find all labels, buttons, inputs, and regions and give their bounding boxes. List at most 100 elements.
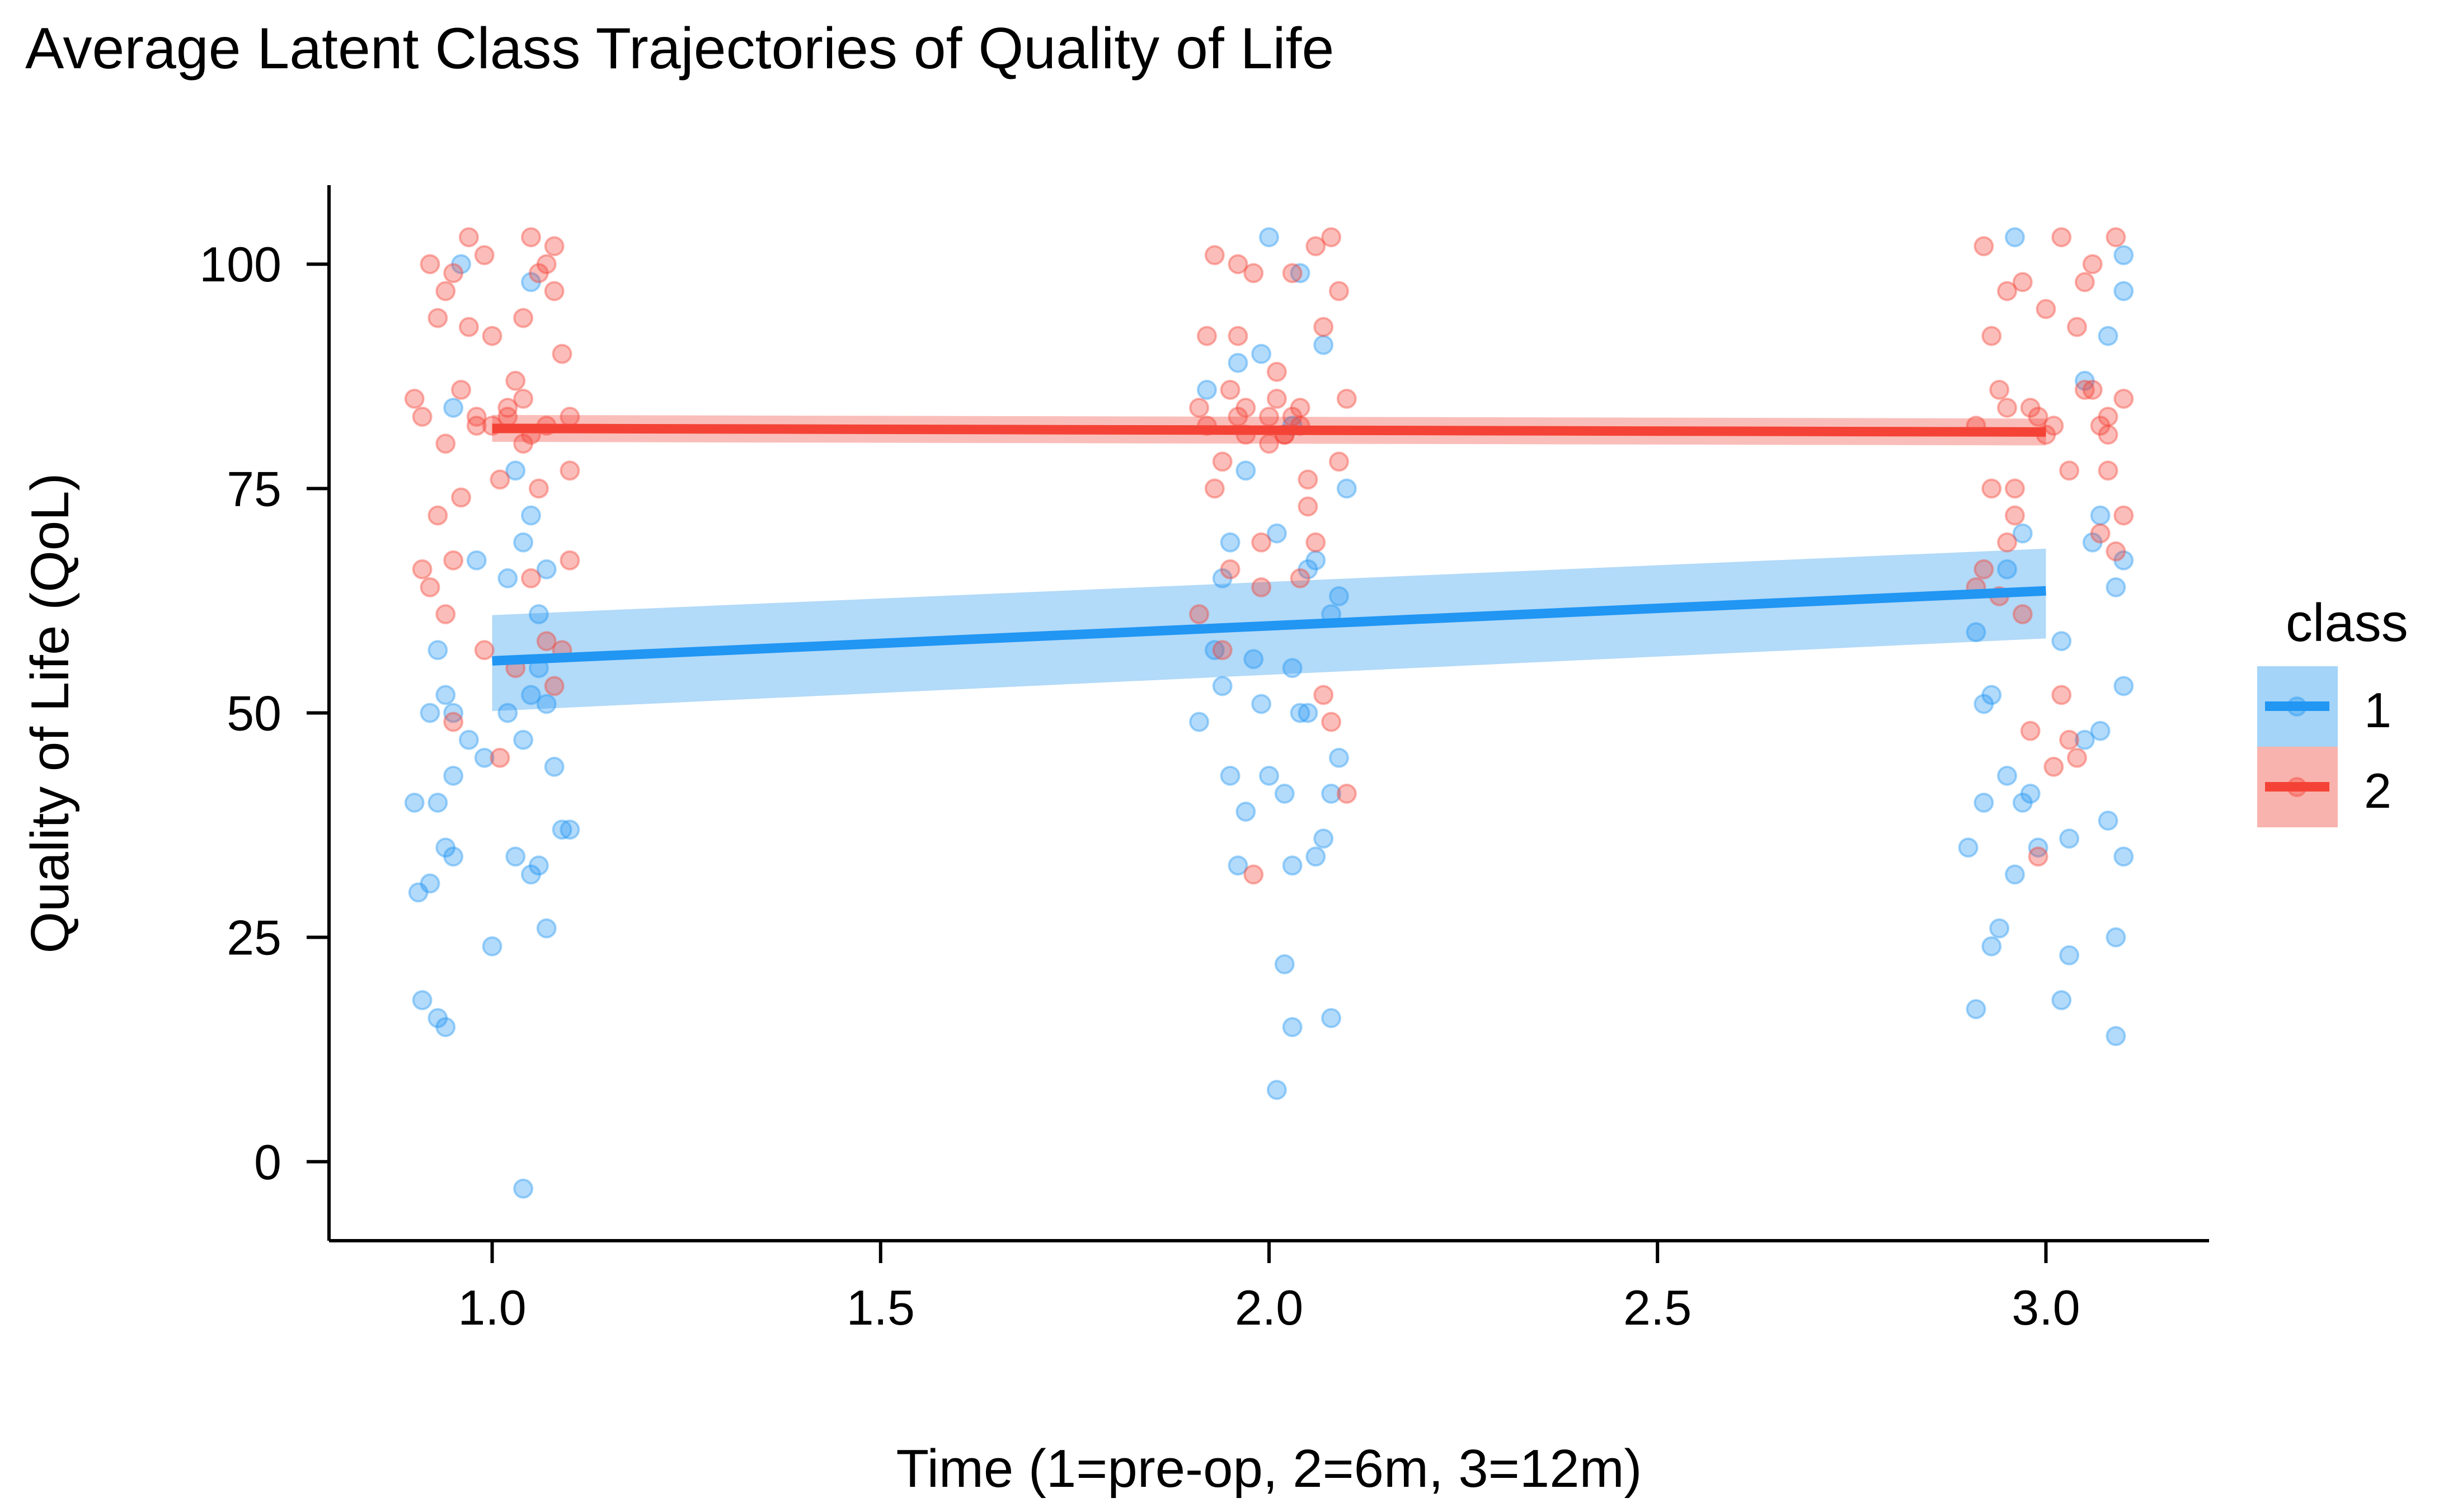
data-point-class-2 [2043,416,2064,436]
data-point-class-1 [1220,532,1241,553]
data-point-class-2 [2004,505,2025,526]
data-point-class-1 [1989,918,2010,939]
data-point-class-2 [443,263,464,284]
data-point-class-2 [2090,416,2111,436]
data-point-class-1 [505,846,526,867]
data-point-class-2 [1328,281,1349,302]
data-point-class-1 [1336,478,1357,499]
y-tick-label: 0 [254,1134,281,1190]
data-point-class-2 [1196,326,1217,346]
data-point-class-2 [2043,756,2064,777]
data-point-class-1 [1189,712,1210,732]
y-tick-label: 25 [227,910,281,965]
data-point-class-2 [482,326,502,346]
data-points [404,227,2134,1199]
legend-line-2 [2265,782,2329,792]
y-tick-label: 100 [199,237,281,292]
data-point-class-2 [1204,478,1225,499]
data-point-class-1 [1997,559,2018,580]
data-point-class-2 [520,227,541,248]
data-point-class-2 [2028,406,2048,427]
data-point-class-2 [490,747,510,768]
data-point-class-1 [528,855,549,876]
data-point-class-1 [1196,379,1217,400]
x-tick-label: 1.0 [458,1280,526,1335]
data-point-class-2 [1305,236,1326,257]
data-point-class-1 [404,792,425,813]
data-point-class-1 [1974,792,1994,813]
data-point-class-1 [435,1017,456,1038]
data-point-class-1 [505,460,526,481]
data-point-class-1 [1958,837,1979,858]
data-point-class-2 [2082,379,2103,400]
data-point-class-1 [513,1178,534,1199]
data-point-class-1 [2059,828,2080,849]
legend-title: class [2286,593,2408,653]
data-point-class-2 [443,712,464,732]
data-point-class-1 [2004,864,2025,885]
data-point-class-1 [1981,685,2002,705]
data-point-class-2 [1228,406,1248,427]
y-tick-label: 50 [227,686,281,741]
data-point-class-2 [2059,460,2080,481]
data-point-class-2 [2098,406,2118,427]
data-point-class-1 [497,703,518,723]
data-point-class-2 [1313,685,1334,705]
data-point-class-2 [1212,451,1233,472]
data-point-class-1 [1228,855,1248,876]
data-point-class-2 [443,550,464,571]
data-point-class-2 [466,416,487,436]
data-point-class-1 [1290,263,1310,284]
legend-label-2: 2 [2364,763,2391,818]
data-point-class-1 [1266,523,1287,544]
data-point-class-1 [560,819,580,840]
trend-line-class-1 [492,586,2046,666]
data-point-class-2 [1251,532,1272,553]
data-point-class-1 [1204,640,1225,661]
data-point-class-2 [2113,505,2134,526]
legend-item-1: 1 [2257,666,2391,747]
data-point-class-2 [1997,532,2018,553]
data-point-class-2 [2106,541,2126,562]
data-point-class-2 [1290,397,1310,418]
data-point-class-2 [1298,496,1318,517]
data-point-class-1 [1259,227,1279,248]
y-tick-label: 75 [227,461,281,516]
data-point-class-1 [1282,1017,1303,1038]
data-point-class-1 [2090,720,2111,741]
data-point-class-1 [466,550,487,571]
data-point-class-1 [1290,703,1310,723]
data-point-class-1 [2113,245,2134,266]
data-point-class-2 [1328,451,1349,472]
data-point-class-1 [443,765,464,786]
data-point-class-1 [2012,523,2033,544]
data-point-class-2 [1989,379,2010,400]
data-point-class-2 [1212,640,1233,661]
data-point-class-2 [1321,712,1342,732]
data-point-class-1 [443,703,464,723]
data-point-class-2 [528,478,549,499]
data-point-class-1 [458,729,479,750]
data-point-class-2 [2028,846,2048,867]
data-point-class-1 [2074,729,2095,750]
data-point-class-2 [1259,406,1279,427]
data-point-class-2 [451,487,472,508]
data-point-class-1 [497,568,518,588]
data-point-class-2 [1228,326,1248,346]
data-point-class-1 [2020,783,2041,804]
data-point-class-1 [1282,855,1303,876]
data-point-class-1 [482,936,502,957]
data-point-class-2 [458,227,479,248]
data-point-class-2 [1282,263,1303,284]
data-point-class-2 [420,254,440,275]
data-point-class-1 [1220,765,1241,786]
data-point-class-2 [2074,379,2095,400]
data-point-class-1 [2059,945,2080,965]
data-point-class-1 [443,846,464,867]
data-point-class-2 [1204,245,1225,266]
data-point-class-2 [2012,604,2033,624]
data-point-class-1 [420,873,440,894]
data-point-class-2 [1997,281,2018,302]
data-point-class-1 [2113,281,2134,302]
data-point-class-1 [1321,783,1342,804]
